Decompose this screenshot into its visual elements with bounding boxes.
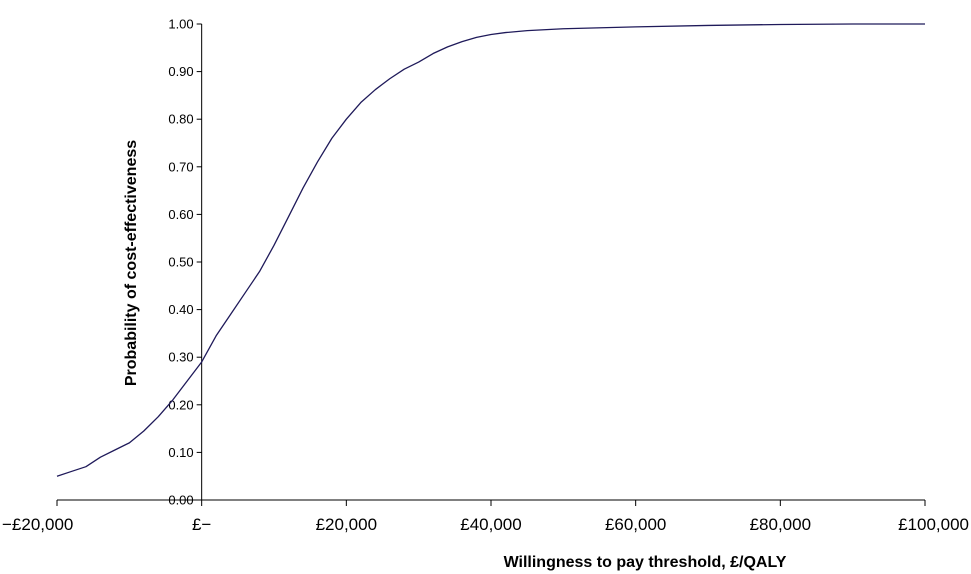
y-tick-label: 0.80 <box>168 112 193 127</box>
x-tick-label: £60,000 <box>605 515 666 534</box>
y-axis-title: Probability of cost-effectiveness <box>123 140 140 386</box>
y-tick-label: 0.20 <box>168 397 193 412</box>
y-tick-label: 0.10 <box>168 445 193 460</box>
series-line <box>56 23 925 477</box>
x-tick-label: £100,000 <box>898 515 969 534</box>
y-tick-label: 0.30 <box>168 350 193 365</box>
x-axis-title: Willingness to pay threshold, £/QALY <box>504 554 787 571</box>
y-axis: 0.000.100.200.300.400.500.600.700.800.90… <box>168 17 203 508</box>
series-layer <box>56 23 925 477</box>
x-axis: −£20,000 £− £20,000 £40,000 £60,000 £80,000 £1… <box>2 499 969 534</box>
y-tick-label: 0.40 <box>168 302 193 317</box>
y-tick-label: 1.00 <box>168 17 193 32</box>
x-tick-label: £80,000 <box>750 515 811 534</box>
x-tick-label: £20,000 <box>316 515 377 534</box>
y-tick-label: 0.50 <box>168 255 193 270</box>
x-tick-label: −£20,000 <box>2 515 73 534</box>
y-tick-label: 0.90 <box>168 64 193 79</box>
x-tick-label: £40,000 <box>460 515 521 534</box>
y-tick-label: 0.70 <box>168 159 193 174</box>
x-tick-label: £− <box>192 515 211 534</box>
y-tick-label: 0.60 <box>168 207 193 222</box>
